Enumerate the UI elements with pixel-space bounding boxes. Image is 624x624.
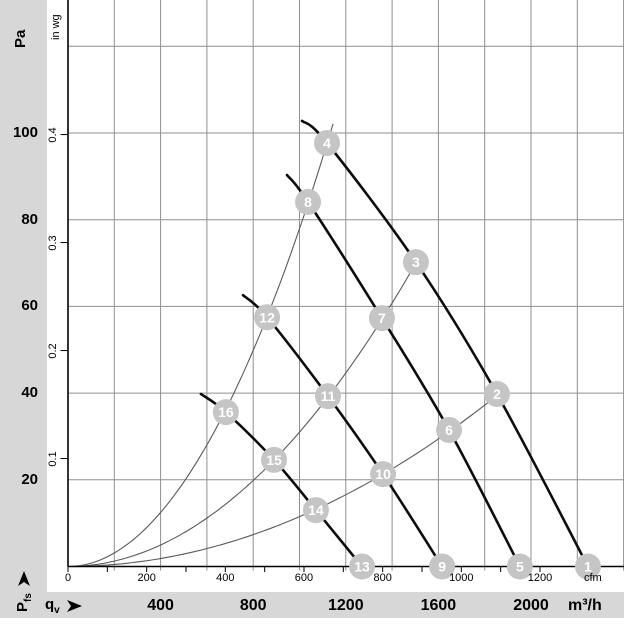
operating-point-marker-5 bbox=[506, 553, 533, 580]
operating-point-marker-14 bbox=[302, 497, 329, 524]
operating-point-number-2: 2 bbox=[493, 386, 501, 402]
operating-point-number-3: 3 bbox=[412, 254, 420, 270]
operating-point-number-1: 1 bbox=[584, 559, 592, 575]
operating-point-number-4: 4 bbox=[323, 135, 331, 151]
operating-point-number-16: 16 bbox=[218, 404, 234, 420]
operating-point-number-7: 7 bbox=[378, 310, 386, 326]
operating-point-marker-1 bbox=[574, 553, 601, 580]
plot-background bbox=[47, 0, 624, 592]
operating-point-number-8: 8 bbox=[304, 194, 312, 210]
operating-point-number-12: 12 bbox=[259, 309, 275, 325]
operating-point-marker-3 bbox=[402, 249, 429, 276]
operating-point-number-5: 5 bbox=[516, 559, 524, 575]
operating-point-marker-15 bbox=[261, 446, 288, 473]
bottom-axis-panel bbox=[0, 592, 624, 618]
operating-point-marker-7 bbox=[368, 305, 395, 332]
operating-point-number-6: 6 bbox=[445, 422, 453, 438]
operating-point-marker-2 bbox=[483, 380, 510, 407]
system-parabola-1 bbox=[67, 123, 334, 568]
operating-point-marker-8 bbox=[295, 188, 322, 215]
operating-point-marker-6 bbox=[436, 416, 463, 443]
bottom-margin bbox=[0, 618, 624, 624]
operating-point-marker-4 bbox=[314, 129, 341, 156]
operating-point-marker-13 bbox=[349, 553, 376, 580]
operating-point-marker-16 bbox=[212, 399, 239, 426]
operating-point-number-9: 9 bbox=[438, 559, 446, 575]
left-axis-panel bbox=[0, 0, 47, 618]
operating-point-marker-9 bbox=[429, 553, 456, 580]
operating-point-number-14: 14 bbox=[308, 502, 324, 518]
operating-point-number-11: 11 bbox=[321, 388, 336, 404]
system-parabola-2 bbox=[67, 252, 423, 568]
operating-point-marker-12 bbox=[254, 304, 281, 331]
operating-point-marker-10 bbox=[370, 461, 397, 488]
operating-point-marker-11 bbox=[314, 383, 341, 410]
system-parabola-3 bbox=[67, 390, 504, 568]
operating-point-number-10: 10 bbox=[375, 466, 391, 482]
operating-point-number-15: 15 bbox=[266, 452, 282, 468]
operating-point-number-13: 13 bbox=[354, 559, 370, 575]
